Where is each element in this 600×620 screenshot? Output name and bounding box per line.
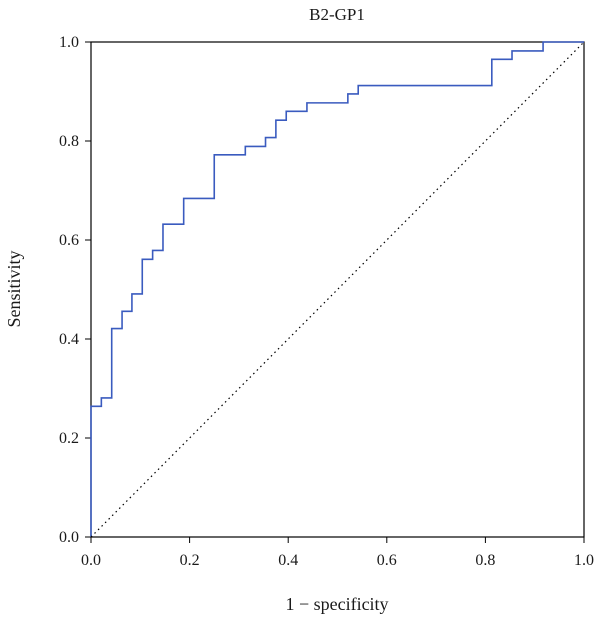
series-layer (90, 41, 585, 538)
x-axis: 0.0 0.2 0.4 0.6 0.8 1.0 (81, 537, 594, 569)
x-tick-label: 0.2 (180, 552, 200, 569)
y-tick-label: 0.2 (59, 430, 79, 447)
reference-diagonal-line (90, 41, 585, 538)
y-tick-label: 0.6 (59, 232, 79, 249)
x-tick-label: 0.0 (81, 552, 101, 569)
roc-curve-line (90, 41, 584, 537)
plot-frame (90, 41, 585, 538)
y-tick-label: 0.0 (59, 529, 79, 546)
y-tick-label: 1.0 (59, 34, 79, 51)
y-tick-label: 0.4 (59, 331, 79, 348)
x-tick-label: 0.8 (475, 552, 495, 569)
x-tick-label: 0.6 (377, 552, 397, 569)
y-axis: 0.0 0.2 0.4 0.6 0.8 1.0 (59, 34, 91, 546)
y-axis-title: Sensitivity (4, 250, 24, 327)
y-tick-label: 0.8 (59, 133, 79, 150)
x-axis-title: 1 − specificity (285, 594, 388, 614)
chart-title: B2-GP1 (309, 5, 365, 24)
x-tick-label: 0.4 (278, 552, 298, 569)
x-tick-label: 1.0 (574, 552, 594, 569)
